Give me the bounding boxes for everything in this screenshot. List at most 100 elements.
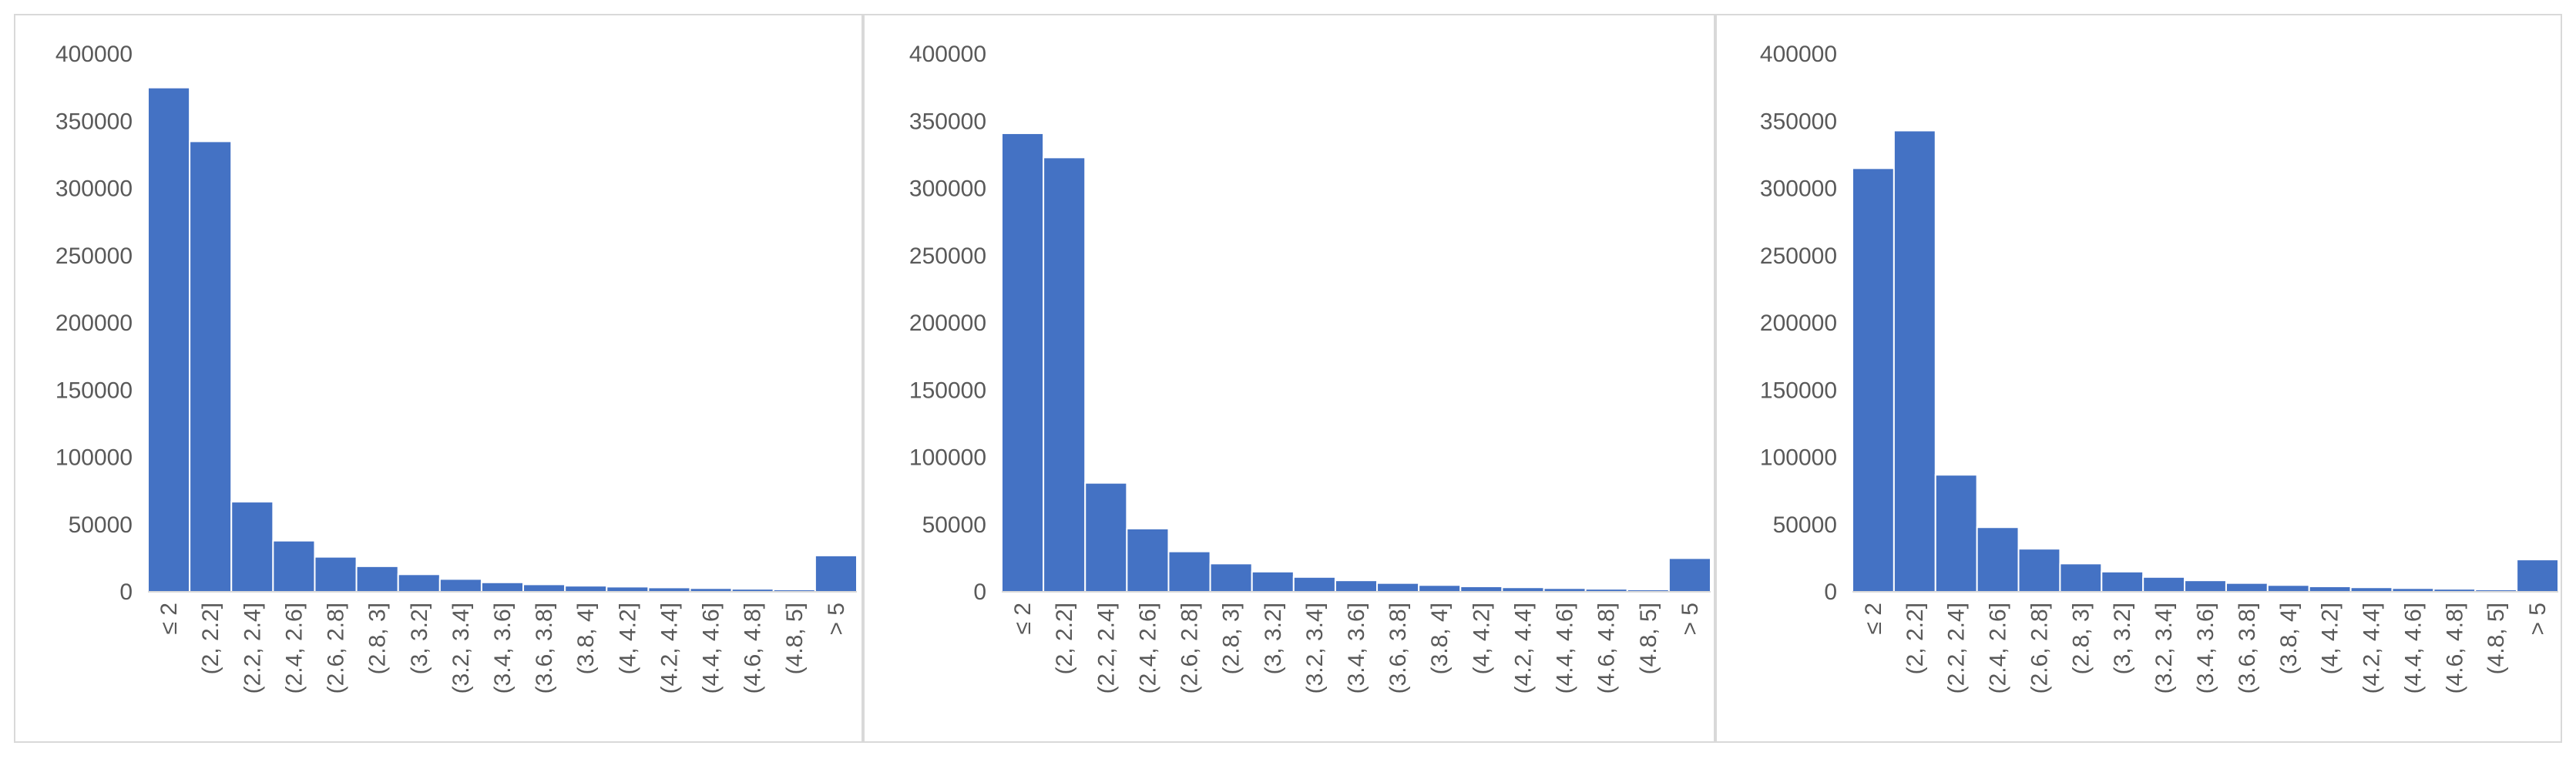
x-category-label: (4.6, 4.8]	[1594, 603, 1620, 694]
y-tick-label: 0	[1824, 579, 1837, 605]
histogram-bar	[1251, 570, 1295, 593]
x-category-label: (3.2, 3.4]	[2151, 603, 2177, 694]
x-category-label: (3.2, 3.4]	[1302, 603, 1328, 694]
x-category-label: (3.6, 3.8]	[1385, 603, 1411, 694]
histogram-bar	[1043, 156, 1086, 593]
histogram-bar	[480, 581, 525, 593]
histogram-bar	[1934, 474, 1978, 593]
y-tick-label: 150000	[55, 378, 133, 403]
x-category-label: (2.2, 2.4]	[1944, 603, 1970, 694]
y-tick-label: 400000	[909, 42, 986, 67]
x-category-label: (4.2, 4.4]	[1510, 603, 1536, 694]
histogram-bar	[1126, 527, 1170, 593]
x-category-label: (3.6, 3.8]	[2235, 603, 2260, 694]
histogram-chart-2: 0 50000 100000 150000 200000 250000 300000 3500…	[909, 42, 1712, 694]
x-category-label: (2, 2.2]	[1052, 603, 1077, 674]
x-category-label: (3.8, 4]	[2276, 603, 2302, 674]
x-category-label: (4.2, 4.4]	[2359, 603, 2385, 694]
histogram-bar	[438, 578, 482, 593]
y-tick-label: 400000	[1760, 42, 1837, 67]
x-category-label: (3.8, 4]	[1427, 603, 1453, 674]
x-category-label: (3, 3.2]	[2110, 603, 2135, 674]
x-category-label: (2.8, 3]	[2068, 603, 2094, 674]
histogram-bar	[1209, 563, 1253, 593]
histogram-bar	[272, 539, 316, 593]
x-category-label: (4.4, 4.6]	[1553, 603, 1578, 694]
x-category-label: (2.6, 2.8]	[324, 603, 349, 694]
y-tick-label: 300000	[1760, 176, 1837, 202]
y-tick-label: 350000	[55, 109, 133, 134]
x-category-label: (4.6, 4.8]	[2442, 603, 2467, 694]
x-category-label: (2.2, 2.4]	[240, 603, 265, 694]
y-tick-label: 250000	[55, 243, 133, 269]
x-category-label: (2.4, 2.6]	[1135, 603, 1160, 694]
histogram-bar	[2059, 563, 2103, 593]
x-category-label: (4, 4.2]	[1469, 603, 1494, 674]
histogram-bar	[147, 86, 191, 593]
x-category-label: (3.4, 3.6]	[2193, 603, 2218, 694]
histogram-bar	[314, 556, 358, 593]
y-tick-label: 150000	[909, 378, 986, 403]
y-tick-label: 250000	[1760, 243, 1837, 269]
x-category-label: (2.4, 2.6]	[1986, 603, 2011, 694]
x-category-label: (4.4, 4.6]	[699, 603, 724, 694]
x-category-label: (4.8, 5]	[782, 603, 808, 674]
x-category-label: (3.6, 3.8]	[532, 603, 557, 694]
x-category-label: (2.6, 2.8]	[1177, 603, 1203, 694]
x-category-label: (2.6, 2.8]	[2027, 603, 2052, 694]
y-tick-label: 350000	[909, 109, 986, 134]
x-category-label: (2.4, 2.6]	[281, 603, 307, 694]
x-category-label: (3.4, 3.6]	[490, 603, 516, 694]
x-category-label: ≤ 2	[1861, 603, 1886, 634]
histogram-bar	[1852, 167, 1895, 593]
histogram-bar	[1334, 579, 1379, 593]
y-tick-label: 250000	[909, 243, 986, 269]
histogram-bar	[2266, 584, 2310, 593]
x-category-label: (3.2, 3.4]	[448, 603, 474, 694]
x-category-label: > 5	[1678, 603, 1703, 636]
x-category-label: (4.2, 4.4]	[657, 603, 682, 694]
histogram-bar	[522, 583, 566, 593]
histogram-panel-2: 0 50000 100000 150000 200000 250000 300000 3500…	[863, 14, 1715, 743]
y-tick-label: 200000	[1760, 311, 1837, 336]
y-tick-label: 0	[973, 579, 986, 605]
y-tick-label: 100000	[1760, 445, 1837, 471]
histogram-bar	[1001, 132, 1045, 593]
x-category-label: (2.2, 2.4]	[1093, 603, 1119, 694]
histogram-bar	[814, 554, 858, 593]
histogram-bar	[2308, 586, 2352, 593]
x-category-label: (2, 2.2]	[1903, 603, 1928, 674]
histogram-bar	[564, 585, 608, 593]
x-category-label: > 5	[824, 603, 849, 636]
histogram-bar	[2225, 582, 2269, 593]
y-tick-label: 50000	[1773, 512, 1837, 538]
histogram-panel-1: 0 50000 100000 150000 200000 250000 300000 3500…	[14, 14, 863, 743]
histogram-bar	[1459, 586, 1503, 593]
x-category-label: (3, 3.2]	[1261, 603, 1286, 674]
y-tick-label: 100000	[55, 445, 133, 471]
histogram-bar	[1418, 584, 1462, 593]
x-category-label: (2.8, 3]	[1219, 603, 1244, 674]
histogram-bar	[1167, 550, 1211, 593]
x-category-label: ≤ 2	[1010, 603, 1036, 634]
x-category-label: (4, 4.2]	[615, 603, 640, 674]
x-category-label: (4, 4.2]	[2318, 603, 2343, 674]
histogram-bar	[1292, 576, 1336, 593]
histogram-chart-3: 0 50000 100000 150000 200000 250000 300000 3500…	[1760, 42, 2559, 694]
y-tick-label: 0	[119, 579, 133, 605]
x-category-label: (3, 3.2]	[407, 603, 432, 674]
y-tick-label: 50000	[922, 512, 986, 538]
y-tick-label: 150000	[1760, 378, 1837, 403]
x-category-label: (2, 2.2]	[198, 603, 223, 674]
y-tick-label: 300000	[909, 176, 986, 202]
y-tick-label: 200000	[909, 311, 986, 336]
histogram-bar	[2184, 579, 2227, 593]
y-tick-label: 100000	[909, 445, 986, 471]
histogram-bar	[230, 501, 274, 593]
histogram-panel-3: 0 50000 100000 150000 200000 250000 300000 3500…	[1715, 14, 2562, 743]
histogram-bar	[2516, 559, 2559, 593]
histogram-bar	[1668, 557, 1712, 593]
x-category-label: (3.8, 4]	[573, 603, 599, 674]
y-tick-label: 200000	[55, 311, 133, 336]
histogram-bar	[2142, 576, 2186, 593]
